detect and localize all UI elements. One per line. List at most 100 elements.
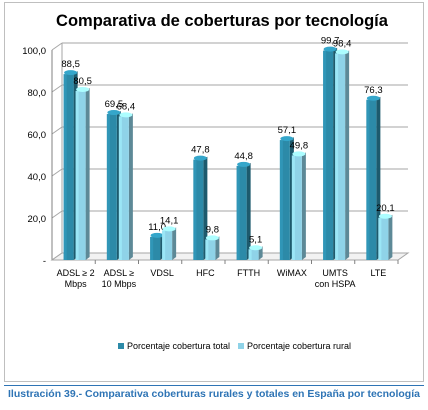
bar-rural: 80,5	[73, 76, 92, 260]
data-label: 49,8	[290, 140, 309, 151]
bar-top	[366, 95, 380, 101]
y-tick-label: 80,0	[28, 88, 47, 99]
data-label: 57,1	[278, 125, 297, 136]
bar-highlight	[335, 53, 339, 260]
x-tick-label: FTTH	[237, 268, 260, 278]
data-label: 5,1	[249, 234, 262, 245]
x-tick-label: Mbps	[65, 279, 88, 289]
y-axis: - 20,0 40,0 60,0 80,0 100,0	[22, 46, 46, 267]
x-tick-label: ADSL ≥	[104, 268, 135, 278]
bar-top	[205, 235, 219, 241]
bar-top	[335, 49, 349, 55]
bar-front	[279, 140, 290, 260]
legend-swatch-total	[118, 343, 124, 349]
floor	[50, 252, 410, 261]
bar-front	[236, 165, 247, 260]
bar-top	[107, 110, 121, 116]
bar-front	[118, 116, 129, 260]
bar-front	[75, 90, 86, 260]
bars: 88,5 80,5 69,568,4 11,014,1 47,8 9,8 44,8 5,1 57…	[61, 36, 395, 261]
bar-highlight	[162, 230, 166, 260]
bar-highlight	[279, 140, 283, 260]
bar-highlight	[291, 155, 295, 260]
data-label: 44,8	[234, 151, 253, 162]
gridline-depth	[51, 42, 63, 51]
x-tick-label: ADSL ≥ 2	[57, 268, 95, 278]
chart-title: Comparativa de coberturas por tecnología	[56, 12, 389, 30]
legend-label-total: Porcentaje cobertura total	[127, 341, 230, 351]
chart: - 20,0 40,0 60,0 80,0 100,0 88,5 80,5 69,568,4 1…	[22, 12, 410, 351]
data-label: 80,5	[73, 76, 92, 87]
bar-front	[162, 230, 173, 260]
bar-top	[292, 151, 306, 157]
gridline-depth	[51, 210, 63, 219]
bar-front	[366, 99, 377, 261]
bar-side	[128, 113, 133, 260]
bar-top	[378, 213, 392, 219]
bar-total: 44,8	[234, 151, 253, 260]
x-tick-label: con HSPA	[315, 279, 356, 289]
gridline-depth	[51, 84, 63, 93]
x-tick-label: UMTS	[322, 268, 348, 278]
bar-front	[378, 217, 389, 260]
bar-top	[162, 226, 176, 232]
bar-rural: 68,4	[117, 101, 136, 260]
data-label: 88,5	[61, 59, 80, 70]
data-label: 76,3	[364, 85, 383, 96]
bar-top	[237, 161, 251, 167]
data-label: 20,1	[376, 203, 395, 214]
bar-side	[388, 214, 393, 260]
bar-highlight	[248, 249, 252, 260]
data-label: 14,1	[160, 215, 179, 226]
x-tick-label: WiMAX	[277, 268, 307, 278]
bar-highlight	[378, 217, 382, 260]
bar-rural: 9,8	[205, 224, 220, 260]
data-label: 9,8	[206, 224, 219, 235]
bar-highlight	[193, 159, 197, 260]
bar-side	[246, 162, 251, 260]
bar-front	[193, 159, 204, 260]
bar-highlight	[106, 114, 110, 260]
legend-label-rural: Porcentaje cobertura rural	[247, 341, 351, 351]
gridline-depth	[51, 168, 63, 177]
bar-rural: 20,1	[376, 203, 395, 260]
bar-top	[249, 245, 263, 251]
bar-top	[193, 155, 207, 161]
data-label: 47,8	[191, 145, 210, 156]
data-label: 69,5	[105, 99, 124, 110]
bar-front	[63, 74, 74, 261]
bar-highlight	[75, 90, 79, 260]
bar-top	[119, 112, 133, 118]
bar-highlight	[150, 236, 154, 260]
bar-rural: 5,1	[248, 234, 263, 260]
bar-highlight	[366, 99, 370, 261]
bar-highlight	[205, 239, 209, 260]
x-tick-label: 10 Mbps	[102, 279, 137, 289]
bar-front	[335, 53, 346, 260]
bar-top	[323, 46, 337, 52]
y-tick-label: 60,0	[28, 130, 47, 141]
bar-total: 47,8	[191, 145, 210, 260]
caption-rule	[4, 385, 424, 386]
y-tick-label: 100,0	[22, 46, 46, 57]
data-label: 68,4	[117, 101, 136, 112]
bar-front	[150, 236, 161, 260]
figure-caption: Ilustración 39.- Comparativa coberturas …	[8, 388, 420, 400]
y-tick-label: 40,0	[28, 172, 47, 183]
bar-top	[76, 86, 90, 92]
x-tick-label: LTE	[370, 268, 386, 278]
x-tick-label: VDSL	[150, 268, 174, 278]
x-tick-label: HFC	[196, 268, 215, 278]
bar-front	[323, 50, 334, 260]
data-label: 98,4	[333, 38, 352, 49]
bar-front	[291, 155, 302, 260]
y-tick-label: 20,0	[28, 214, 47, 225]
legend: Porcentaje cobertura total Porcentaje cob…	[118, 341, 351, 351]
data-label: 99,7	[321, 36, 340, 47]
bar-front	[248, 249, 259, 260]
bar-top	[64, 70, 78, 76]
bar-rural: 14,1	[160, 215, 179, 260]
bar-front	[205, 239, 216, 260]
bar-highlight	[118, 116, 122, 260]
